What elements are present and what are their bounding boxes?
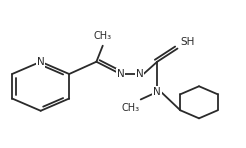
Text: SH: SH xyxy=(180,37,194,47)
Text: CH₃: CH₃ xyxy=(121,103,139,113)
Text: N: N xyxy=(37,57,45,67)
Text: N: N xyxy=(136,69,143,79)
Text: CH₃: CH₃ xyxy=(94,31,112,41)
Text: N: N xyxy=(153,87,161,97)
Text: N: N xyxy=(117,69,124,79)
